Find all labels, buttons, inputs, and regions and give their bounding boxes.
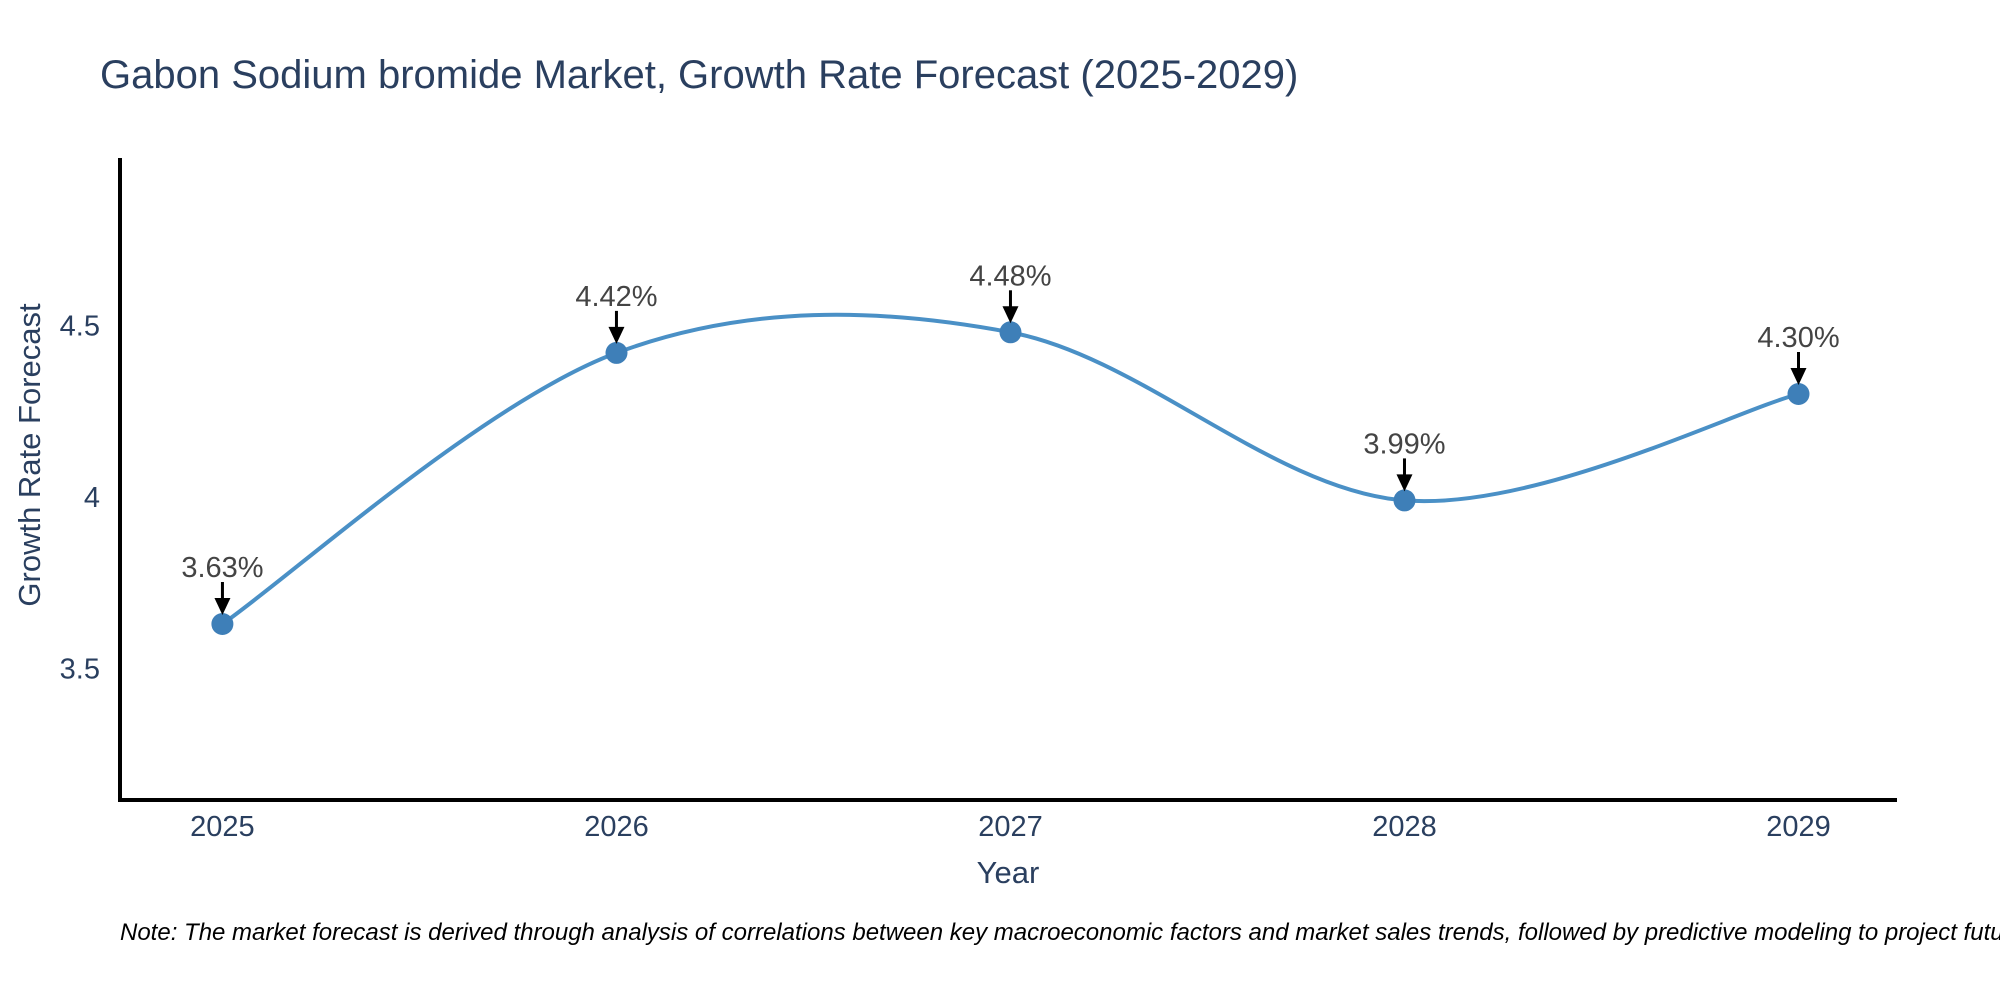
x-tick-label: 2028	[1372, 811, 1437, 843]
forecast-line	[221, 312, 1800, 626]
y-tick-label: 4.5	[60, 310, 100, 342]
annotation-arrowhead-icon	[608, 326, 625, 344]
annotation-arrowhead-icon	[1002, 306, 1019, 324]
annotation-arrowhead-icon	[214, 597, 231, 615]
data-point	[211, 613, 234, 635]
series-spline-line	[221, 312, 1800, 626]
point-value-label: 4.30%	[1757, 322, 1839, 354]
y-tick-label: 3.5	[60, 654, 100, 686]
point-value-label: 3.63%	[181, 552, 263, 584]
x-axis-title: Year	[977, 855, 1040, 890]
x-tick-labels: 2025 2026 2027 2028 2029	[190, 811, 1831, 843]
point-annotations: 3.63% 4.42% 4.48% 3.99% 4.30%	[181, 260, 1840, 615]
chart-title: Gabon Sodium bromide Market, Growth Rate…	[100, 53, 1298, 97]
point-value-label: 4.42%	[575, 281, 657, 313]
data-point	[1787, 383, 1810, 405]
data-point-markers	[211, 321, 1810, 635]
point-value-label: 4.48%	[969, 260, 1051, 292]
y-axis: Growth Rate Forecast 3.5 4 4.5	[12, 158, 122, 802]
y-tick-labels: 3.5 4 4.5	[60, 310, 100, 685]
x-tick-label: 2029	[1766, 811, 1831, 843]
y-axis-title: Growth Rate Forecast	[12, 303, 47, 607]
point-value-label: 3.99%	[1363, 428, 1445, 460]
data-point	[999, 321, 1022, 344]
x-tick-label: 2027	[978, 811, 1043, 843]
annotation-arrowhead-icon	[1396, 474, 1413, 492]
footnote: Note: The market forecast is derived thr…	[120, 919, 2000, 946]
x-tick-label: 2026	[584, 811, 649, 843]
y-tick-label: 4	[84, 482, 100, 514]
x-tick-label: 2025	[190, 811, 255, 843]
data-point	[1393, 489, 1416, 512]
annotation-arrowhead-icon	[1790, 368, 1807, 386]
x-axis: Year 2025 2026 2027 2028 2029	[118, 798, 1897, 890]
data-point	[605, 341, 628, 364]
